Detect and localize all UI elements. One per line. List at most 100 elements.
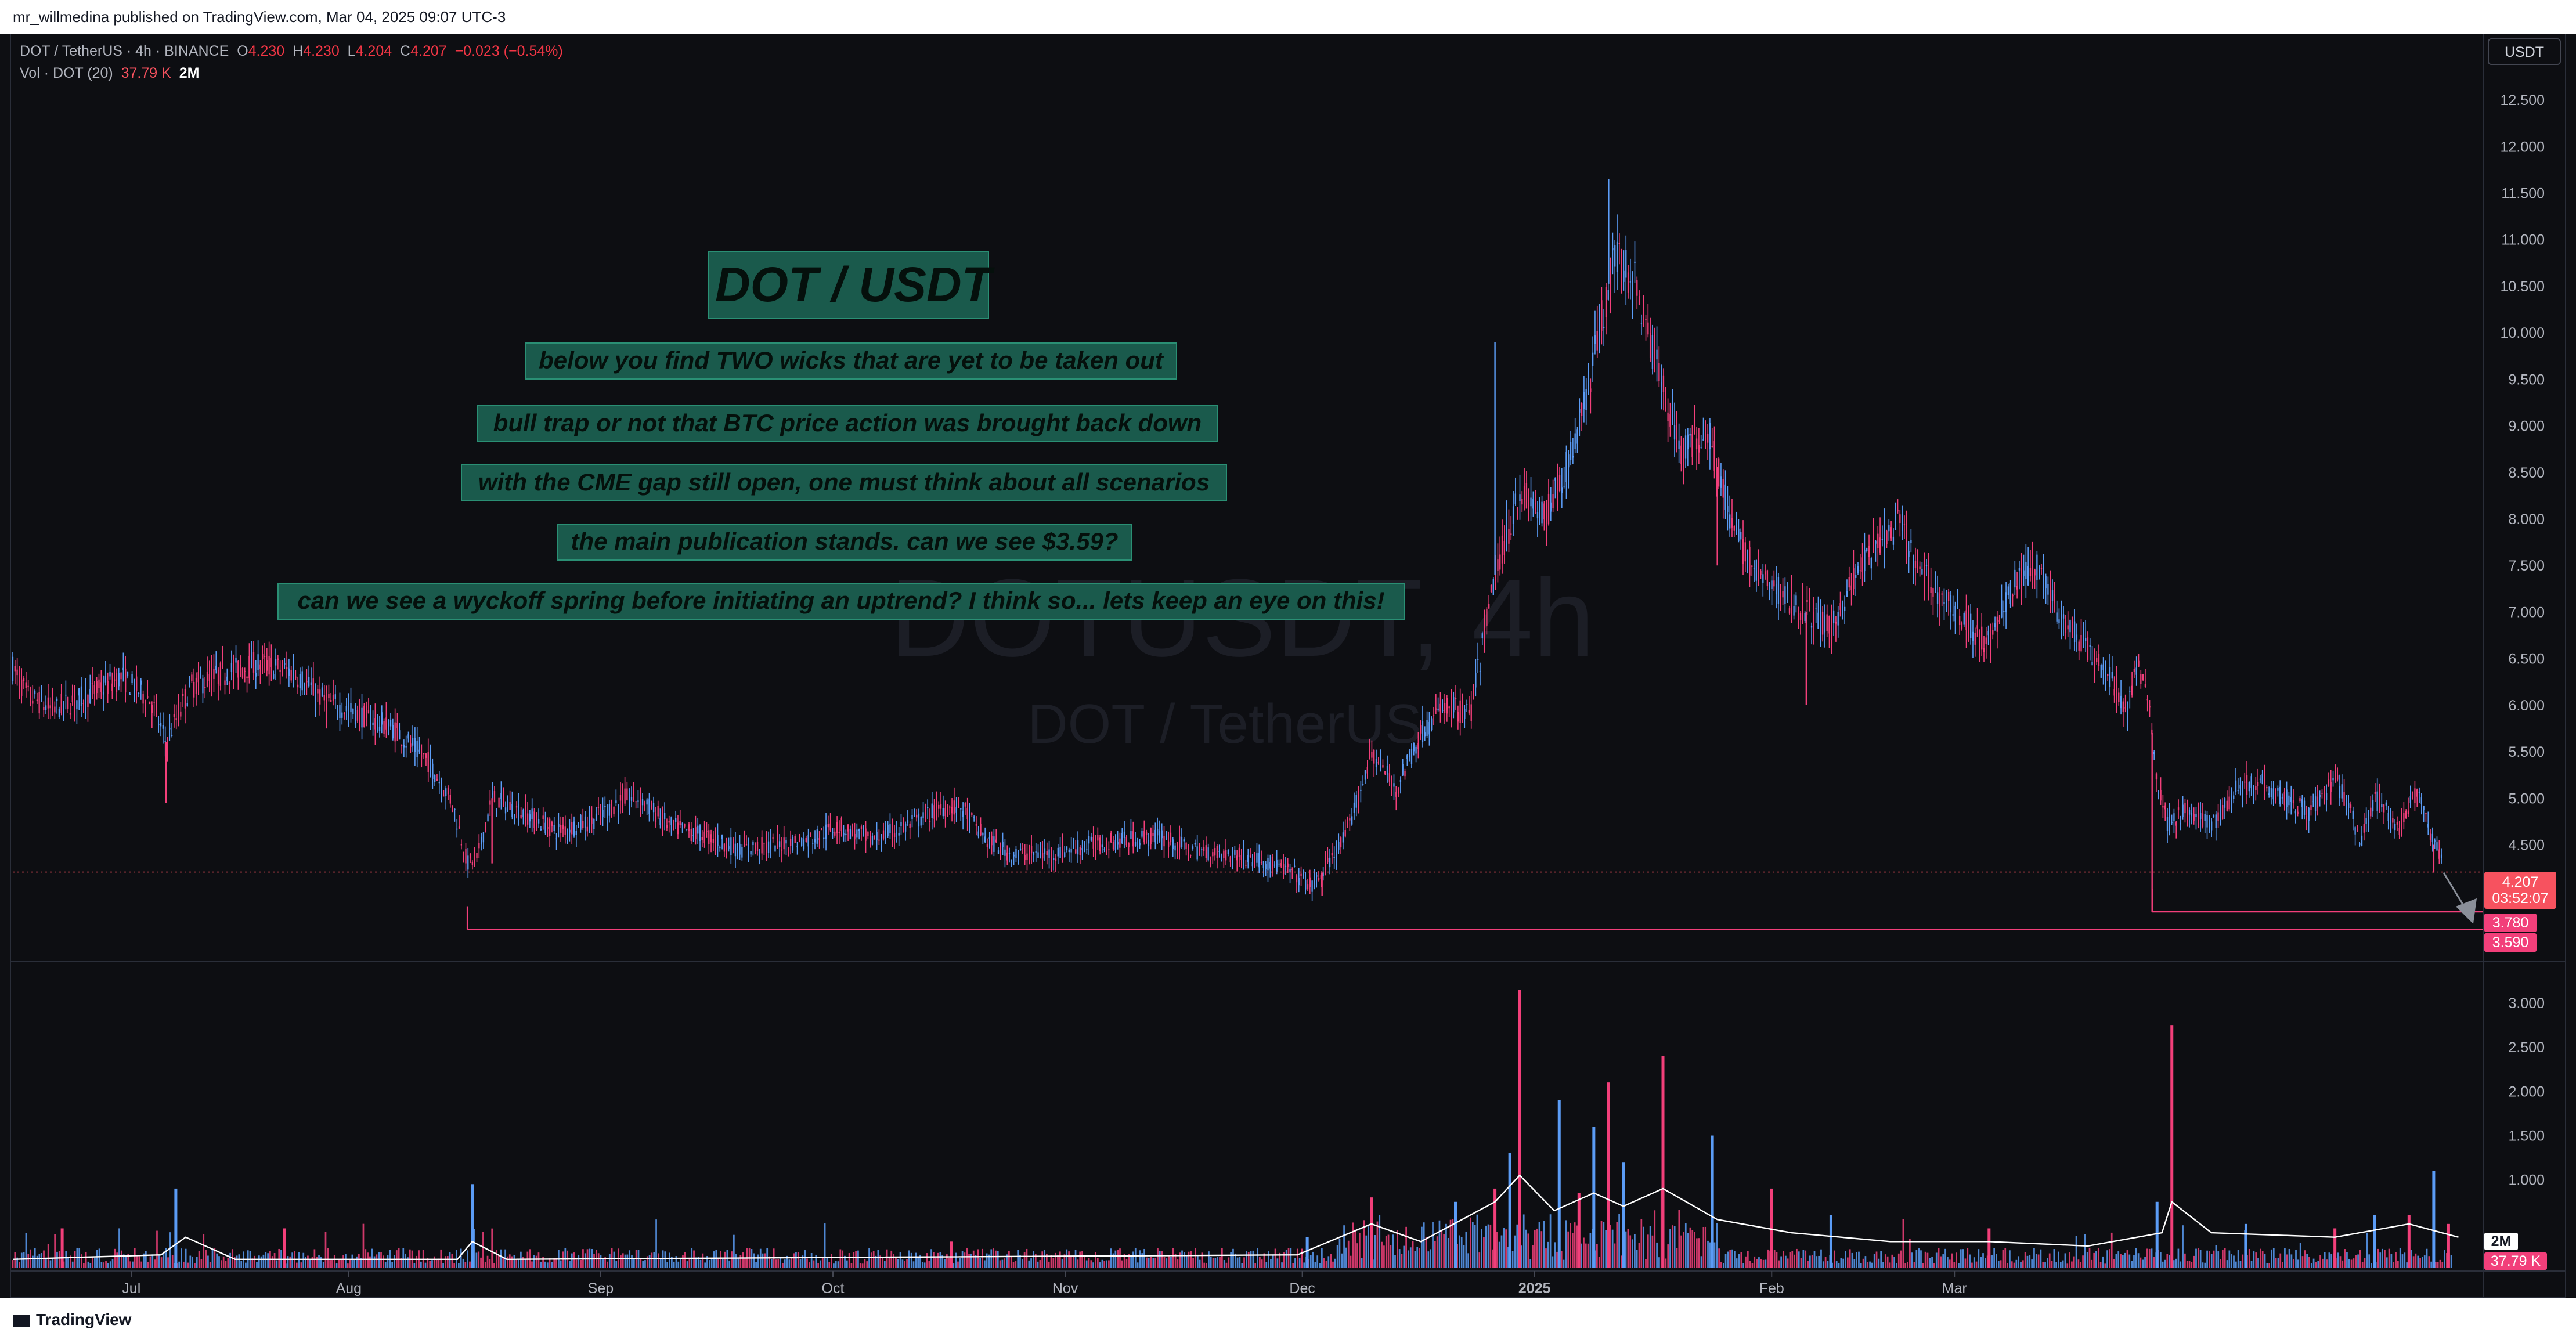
volume-bar	[966, 1247, 968, 1268]
volume-bar	[311, 1257, 313, 1268]
candle-body	[2434, 840, 2436, 842]
volume-bar	[1137, 1262, 1139, 1268]
volume-bar	[908, 1250, 910, 1268]
legend-open: 4.230	[248, 43, 285, 59]
candle-body	[1029, 854, 1030, 858]
volume-bar	[1503, 1228, 1505, 1268]
candle-body	[2164, 805, 2166, 810]
note-title[interactable]: DOT / USDT	[708, 251, 991, 319]
candle-body	[326, 696, 327, 713]
candle-body	[1736, 528, 1737, 533]
level-tag-1[interactable]: 3.780	[2484, 914, 2537, 932]
volume-bar	[2260, 1248, 2261, 1268]
candle-body	[1391, 780, 1392, 785]
volume-bar	[1521, 1245, 1522, 1268]
candle-body	[551, 822, 553, 826]
volume-bar	[597, 1253, 600, 1268]
note-line-1[interactable]: below you find TWO wicks that are yet to…	[525, 342, 1177, 380]
candle-body	[1499, 554, 1501, 570]
candle-body	[759, 852, 760, 853]
x-tick-3: Oct	[822, 1280, 845, 1297]
volume-bar	[872, 1251, 875, 1268]
candle-body	[2253, 785, 2254, 790]
candle-body	[248, 656, 250, 678]
volume-bar	[1195, 1248, 1196, 1268]
candle-body	[595, 813, 597, 821]
candle-body	[237, 661, 239, 678]
volume-bar	[1651, 1235, 1654, 1268]
candle-body	[1689, 434, 1691, 436]
current-price-tag[interactable]: 4.207 03:52:07	[2484, 872, 2556, 909]
candle-body	[2222, 804, 2224, 819]
currency-tag[interactable]: USDT	[2488, 38, 2561, 65]
candle-body	[1055, 858, 1057, 861]
note-line-3[interactable]: with the CME gap still open, one must th…	[461, 464, 1227, 501]
volume-bar	[624, 1254, 626, 1268]
candle-body	[1777, 577, 1780, 604]
candle-body	[1278, 863, 1280, 865]
price-legend[interactable]: DOT / TetherUS · 4h · BINANCE O4.230 H4.…	[20, 43, 563, 60]
volume-bar	[2215, 1245, 2217, 1268]
volume-bar	[1769, 1250, 1771, 1268]
vol-ma-tag[interactable]: 2M	[2484, 1233, 2518, 1250]
volume-bar	[442, 1263, 444, 1268]
candle-body	[1305, 880, 1307, 890]
x-tick-6: 2025	[1518, 1280, 1551, 1297]
volume-bar	[2144, 1257, 2146, 1268]
chart-panel[interactable]	[10, 34, 2566, 1298]
tradingview-logo[interactable]: TradingView	[13, 1310, 131, 1329]
candle-body	[2009, 583, 2011, 604]
volume-bar	[2018, 1256, 2020, 1268]
note-line-5[interactable]: can we see a wyckoff spring before initi…	[277, 583, 1405, 620]
candle-body	[2268, 793, 2270, 795]
volume-bar	[260, 1256, 262, 1268]
candle-body	[1484, 624, 1485, 645]
level-tag-2[interactable]: 3.590	[2484, 933, 2537, 952]
candle-body	[2321, 793, 2323, 794]
candle-body	[1355, 795, 1357, 808]
candle-body	[1201, 849, 1203, 850]
note-line-2[interactable]: bull trap or not that BTC price action w…	[477, 405, 1218, 442]
volume-bar	[446, 1256, 449, 1268]
candle-body	[892, 826, 893, 837]
volume-bar	[493, 1262, 495, 1268]
candle-body	[1523, 486, 1525, 500]
volume-bar	[103, 1262, 105, 1268]
candle-body	[2431, 833, 2434, 842]
candle-body	[1232, 854, 1233, 861]
volume-bar	[1319, 1263, 1321, 1268]
volume-bar	[770, 1259, 773, 1268]
volume-bar	[710, 1258, 713, 1268]
volume-spike-14	[1607, 1082, 1610, 1268]
volume-bar	[648, 1255, 651, 1268]
candle-body	[1070, 849, 1072, 853]
candle-body	[175, 718, 177, 720]
volume-bar	[1023, 1252, 1026, 1268]
candle-body	[111, 683, 113, 691]
volume-bar	[362, 1223, 365, 1268]
volume-bar	[2417, 1255, 2419, 1268]
vol-value-tag[interactable]: 37.79 K	[2484, 1252, 2547, 1270]
volume-bar	[1474, 1225, 1476, 1268]
volume-bar	[1103, 1261, 1106, 1268]
volume-bar	[1079, 1251, 1081, 1268]
volume-bar	[1359, 1233, 1361, 1268]
note-line-4[interactable]: the main publication stands. can we see …	[557, 524, 1132, 561]
volume-bar	[688, 1257, 691, 1268]
price-tick-6: 9.500	[2508, 371, 2545, 388]
candle-body	[2025, 562, 2027, 579]
candle-body	[405, 746, 407, 748]
volume-bar	[2164, 1259, 2166, 1268]
candle-body	[224, 680, 226, 685]
candle-body	[1506, 519, 1507, 532]
candle-body	[25, 682, 27, 688]
candle-body	[2312, 801, 2314, 803]
candle-body	[1939, 594, 1941, 607]
price-tick-5: 10.000	[2501, 325, 2545, 341]
volume-bar	[1498, 1241, 1500, 1268]
volume-bar	[47, 1244, 49, 1268]
candle-body	[1815, 607, 1817, 609]
candle-body	[503, 794, 504, 799]
volume-legend[interactable]: Vol · DOT (20) 37.79 K 2M	[20, 65, 199, 82]
